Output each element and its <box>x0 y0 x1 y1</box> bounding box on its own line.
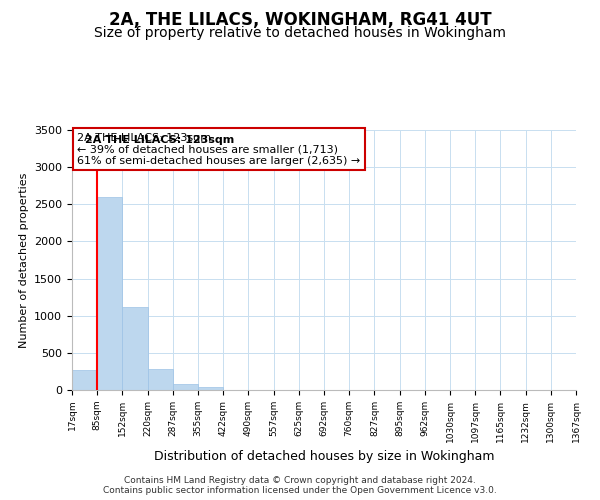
Text: 2A THE LILACS: 123sqm
← 39% of detached houses are smaller (1,713)
61% of semi-d: 2A THE LILACS: 123sqm ← 39% of detached … <box>77 132 360 166</box>
Bar <box>72 370 97 390</box>
Bar <box>148 369 173 390</box>
Text: Contains HM Land Registry data © Crown copyright and database right 2024.: Contains HM Land Registry data © Crown c… <box>124 476 476 485</box>
Bar <box>97 197 122 390</box>
Text: 2A THE LILACS: 123sqm: 2A THE LILACS: 123sqm <box>85 135 234 145</box>
Text: 2A, THE LILACS, WOKINGHAM, RG41 4UT: 2A, THE LILACS, WOKINGHAM, RG41 4UT <box>109 11 491 29</box>
Bar <box>173 384 198 390</box>
X-axis label: Distribution of detached houses by size in Wokingham: Distribution of detached houses by size … <box>154 450 494 463</box>
Bar <box>122 307 148 390</box>
Y-axis label: Number of detached properties: Number of detached properties <box>19 172 29 348</box>
Text: Contains public sector information licensed under the Open Government Licence v3: Contains public sector information licen… <box>103 486 497 495</box>
Bar <box>198 387 223 390</box>
Text: Size of property relative to detached houses in Wokingham: Size of property relative to detached ho… <box>94 26 506 40</box>
